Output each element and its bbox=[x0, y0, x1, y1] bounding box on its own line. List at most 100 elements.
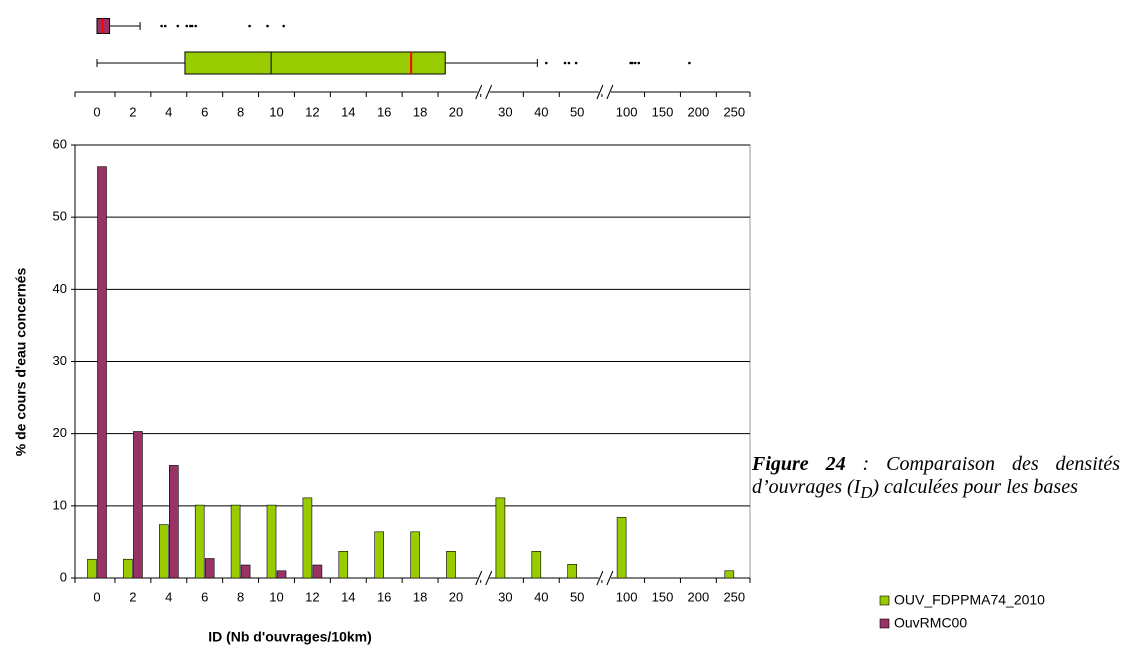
x-tick-label: 10 bbox=[269, 104, 283, 119]
x-tick-label: 100 bbox=[616, 104, 638, 119]
axis-break bbox=[485, 570, 493, 586]
x-tick-label: 18 bbox=[413, 104, 427, 119]
caption-label: Figure 24 bbox=[752, 453, 846, 475]
bar bbox=[169, 465, 179, 579]
bar bbox=[567, 563, 578, 579]
bar bbox=[194, 504, 205, 579]
x-tick-label: 100 bbox=[616, 589, 638, 604]
outlier bbox=[176, 24, 180, 28]
axis-break bbox=[606, 84, 614, 100]
x-tick-label: 250 bbox=[723, 104, 745, 119]
caption-sub: D bbox=[860, 483, 873, 502]
y-tick-label: 30 bbox=[53, 353, 67, 368]
x-tick-label: 6 bbox=[201, 104, 208, 119]
x-tick-label: 2 bbox=[129, 589, 136, 604]
x-tick-label: 200 bbox=[688, 104, 710, 119]
legend-label: OUV_FDPPMA74_2010 bbox=[894, 592, 1045, 608]
bar bbox=[312, 564, 323, 579]
x-tick-label: 150 bbox=[652, 104, 674, 119]
x-tick-label: 18 bbox=[413, 589, 427, 604]
bar bbox=[97, 166, 107, 579]
outlier bbox=[563, 61, 567, 65]
bar bbox=[338, 550, 349, 579]
caption: Figure 24 : Comparaison des densités d’o… bbox=[752, 453, 1120, 504]
axis-break bbox=[598, 576, 611, 580]
axis-break bbox=[596, 84, 604, 100]
bar bbox=[204, 558, 215, 579]
x-tick-label: 20 bbox=[449, 104, 463, 119]
x-tick-label: 4 bbox=[165, 589, 172, 604]
x-tick-label: 12 bbox=[305, 104, 319, 119]
x-tick-label: 16 bbox=[377, 589, 391, 604]
x-tick-label: 50 bbox=[570, 589, 584, 604]
outlier bbox=[185, 24, 189, 28]
y-tick-label: 50 bbox=[53, 209, 67, 224]
axis-break bbox=[596, 570, 604, 586]
axis-break bbox=[606, 570, 614, 586]
axis-break bbox=[477, 90, 490, 94]
x-tick-label: 40 bbox=[534, 104, 548, 119]
outlier bbox=[163, 24, 167, 28]
x-tick-label: 14 bbox=[341, 589, 355, 604]
bar bbox=[374, 531, 385, 579]
y-tick-label: 20 bbox=[53, 425, 67, 440]
x-tick-label: 0 bbox=[93, 589, 100, 604]
outlier bbox=[160, 24, 163, 28]
bar bbox=[266, 504, 277, 579]
outlier bbox=[248, 24, 251, 28]
axis-break bbox=[485, 84, 493, 100]
bar bbox=[133, 431, 143, 579]
legend-swatch bbox=[879, 618, 890, 629]
axis-break bbox=[598, 90, 611, 94]
bar bbox=[616, 517, 627, 579]
caption-text: ) calculées pour les bases bbox=[872, 476, 1078, 498]
outlier bbox=[189, 24, 192, 28]
bar bbox=[446, 550, 456, 579]
x-axis-label: ID (Nb d'ouvrages/10km) bbox=[208, 629, 372, 645]
x-tick-label: 8 bbox=[237, 589, 244, 604]
bar bbox=[724, 570, 735, 579]
bar bbox=[495, 497, 506, 579]
outlier bbox=[545, 61, 548, 65]
y-tick-label: 60 bbox=[53, 136, 67, 151]
x-tick-label: 0 bbox=[93, 104, 100, 119]
outlier bbox=[190, 24, 194, 28]
x-tick-label: 250 bbox=[723, 589, 745, 604]
caption-text: : Comparaison des densités d’ouvrages (I bbox=[752, 453, 1120, 498]
outlier bbox=[567, 61, 571, 65]
axis-break bbox=[477, 576, 490, 580]
legend-swatch bbox=[879, 595, 890, 606]
axis-break bbox=[475, 570, 483, 586]
y-axis-label: % de cours d'eau concernés bbox=[13, 268, 29, 457]
x-tick-label: 200 bbox=[688, 589, 710, 604]
outlier bbox=[574, 61, 578, 65]
outlier bbox=[637, 61, 641, 65]
x-tick-label: 8 bbox=[237, 104, 244, 119]
box bbox=[184, 51, 446, 75]
axis-break bbox=[475, 84, 483, 100]
x-tick-label: 40 bbox=[534, 589, 548, 604]
legend-label: OuvRMC00 bbox=[894, 615, 967, 631]
y-tick-label: 40 bbox=[53, 281, 67, 296]
bar bbox=[276, 570, 287, 579]
x-tick-label: 10 bbox=[269, 589, 283, 604]
outlier bbox=[688, 61, 691, 65]
x-tick-label: 2 bbox=[129, 104, 136, 119]
x-tick-label: 30 bbox=[498, 589, 512, 604]
x-tick-label: 6 bbox=[201, 589, 208, 604]
outlier bbox=[194, 24, 198, 28]
x-tick-label: 50 bbox=[570, 104, 584, 119]
x-tick-label: 150 bbox=[652, 589, 674, 604]
bar bbox=[240, 564, 251, 579]
bar bbox=[87, 558, 97, 579]
y-tick-label: 10 bbox=[53, 497, 67, 512]
bar bbox=[123, 558, 133, 579]
x-tick-label: 12 bbox=[305, 589, 319, 604]
bar bbox=[531, 550, 542, 579]
outlier bbox=[282, 24, 285, 28]
bar bbox=[159, 524, 169, 579]
y-tick-label: 0 bbox=[60, 569, 67, 584]
x-tick-label: 16 bbox=[377, 104, 391, 119]
